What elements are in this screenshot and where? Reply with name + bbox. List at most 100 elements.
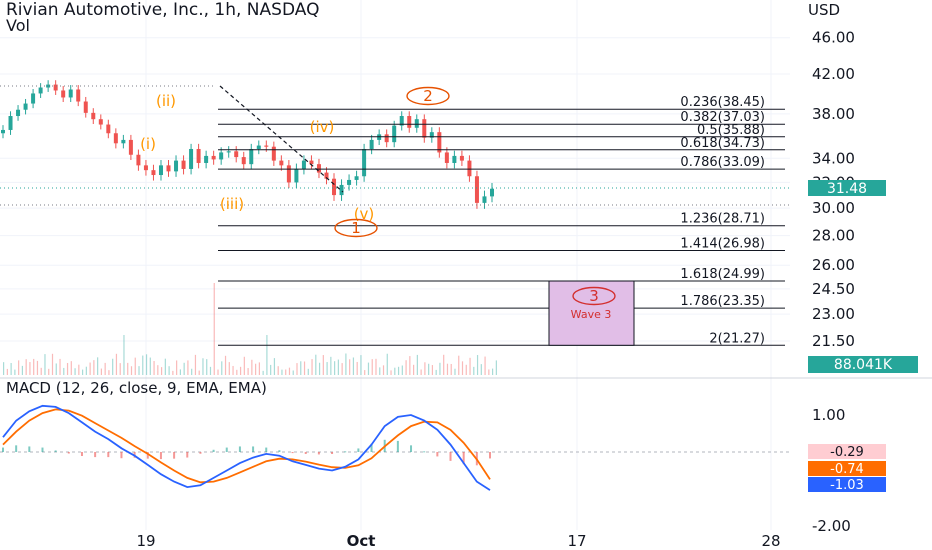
volume-bar	[36, 360, 39, 375]
candle	[301, 160, 306, 169]
volume-bar	[149, 357, 151, 375]
volume-bar	[191, 368, 193, 375]
macd-histogram-bar	[41, 447, 44, 452]
volume-bar	[33, 358, 35, 375]
volume-bar	[194, 354, 197, 375]
macd-value: -0.29	[830, 445, 864, 460]
volume-bar	[382, 365, 385, 375]
macd-histogram-bar	[462, 452, 465, 465]
volume-bar	[145, 354, 148, 375]
macd-line	[2, 404, 491, 491]
candle	[204, 155, 209, 163]
candle	[219, 152, 224, 160]
macd-histogram-bar	[357, 448, 360, 452]
signal-line	[2, 408, 491, 484]
volume-bar	[281, 369, 283, 375]
candle	[256, 145, 261, 149]
volume-bar	[341, 363, 343, 375]
volume-bar	[21, 365, 24, 375]
candle	[271, 146, 276, 161]
wave-label: (iii)	[220, 195, 244, 213]
volume-bar	[492, 368, 494, 375]
candle	[76, 89, 81, 102]
volume-bar	[138, 366, 140, 375]
volume-bar	[443, 354, 445, 375]
volume-bar	[142, 355, 144, 375]
volume-bar	[318, 362, 321, 375]
volume-bar	[239, 366, 242, 375]
volume-bar	[228, 362, 230, 375]
price-axis-label: 24.50	[812, 280, 855, 298]
volume-bar	[209, 366, 212, 375]
volume-bar	[386, 353, 388, 375]
volume-bar	[307, 368, 309, 375]
volume-bar	[371, 359, 373, 375]
volume-bar	[488, 369, 490, 375]
volume-bar	[288, 367, 291, 375]
volume-bar	[78, 364, 80, 375]
macd-histogram-bar	[54, 450, 57, 452]
wave-circle	[572, 286, 616, 306]
volume-bar	[480, 364, 482, 375]
volume-bar	[89, 362, 91, 375]
volume-bar	[29, 362, 31, 375]
volume-bar	[397, 366, 400, 375]
volume-bar	[458, 355, 460, 375]
macd-histogram-bar	[344, 451, 347, 453]
candle	[136, 154, 141, 166]
macd-histogram-bar	[146, 452, 149, 459]
volume-bar	[81, 369, 84, 375]
volume-bar	[100, 368, 102, 375]
macd-value-badge	[808, 477, 886, 492]
price-axis-label: 34.00	[812, 149, 855, 167]
macd-histogram-bar	[80, 452, 83, 456]
volume-bar	[48, 368, 50, 375]
macd-axis-label: 1.00	[812, 406, 845, 424]
price-axis-label: 21.50	[812, 332, 855, 350]
wave3-target-label: Wave 3	[571, 308, 612, 321]
volume-bar	[108, 370, 110, 375]
price-axis-label: 26.00	[812, 256, 855, 274]
candle	[399, 116, 404, 126]
volume-bar	[431, 365, 434, 375]
macd-histogram-bar	[304, 452, 307, 454]
wave-label: (i)	[140, 135, 156, 153]
volume-bar	[375, 358, 377, 375]
volume-bar	[450, 363, 452, 375]
volume-bar	[409, 356, 411, 375]
candle	[106, 124, 111, 134]
volume-bar	[221, 361, 223, 375]
price-axis-label: 23.00	[812, 305, 855, 323]
candle	[384, 134, 389, 143]
volume-bar	[469, 357, 471, 375]
volume-bar	[420, 369, 422, 375]
volume-bar	[446, 363, 449, 375]
time-axis-label: 17	[567, 532, 586, 550]
macd-histogram-bar	[94, 452, 97, 458]
volume-bar	[213, 283, 215, 375]
wave-label: 3	[589, 287, 599, 305]
volume-bar	[484, 356, 486, 375]
candle	[1, 129, 5, 134]
candle	[316, 164, 321, 173]
volume-bar	[285, 369, 287, 375]
volume-bar	[345, 353, 347, 375]
volume-bar	[413, 364, 415, 375]
volume-bar	[277, 366, 279, 375]
candle	[437, 132, 442, 153]
price-axis-label: 30.00	[812, 199, 855, 217]
candle	[362, 148, 367, 177]
volume-bar	[334, 361, 336, 375]
volume-bar	[251, 359, 253, 375]
macd-value-badge	[808, 444, 886, 459]
volume-bar	[390, 370, 392, 375]
volume-bar	[115, 353, 118, 375]
fib-level-label: 2(21.27)	[709, 331, 765, 346]
volume-bar	[247, 368, 249, 375]
macd-histogram-bar	[252, 446, 255, 452]
price-axis-label: 38.00	[812, 105, 855, 123]
volume-bar	[10, 363, 12, 375]
volume-bar	[326, 362, 328, 375]
candle	[474, 176, 479, 203]
